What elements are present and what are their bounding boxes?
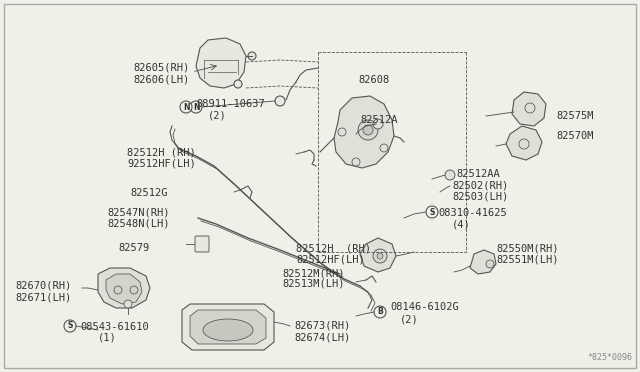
Circle shape [248, 52, 256, 60]
Circle shape [124, 300, 132, 308]
Polygon shape [334, 96, 394, 168]
Text: 82503(LH): 82503(LH) [452, 191, 508, 201]
Text: 82575M: 82575M [556, 111, 593, 121]
Text: 82579: 82579 [119, 243, 150, 253]
Circle shape [445, 170, 455, 180]
Text: 82673(RH): 82673(RH) [294, 321, 350, 331]
Ellipse shape [203, 319, 253, 341]
Text: 82502(RH): 82502(RH) [452, 180, 508, 190]
FancyBboxPatch shape [195, 236, 209, 252]
Text: 82513M(LH): 82513M(LH) [282, 279, 344, 289]
Circle shape [426, 206, 438, 218]
Text: 82670(RH): 82670(RH) [16, 281, 72, 291]
Text: 82512H  (RH): 82512H (RH) [296, 243, 371, 253]
Text: B: B [377, 308, 383, 317]
Text: 08310-41625: 08310-41625 [438, 208, 507, 218]
Polygon shape [470, 250, 496, 274]
Circle shape [486, 260, 494, 268]
Text: 82551M(LH): 82551M(LH) [496, 255, 559, 265]
Text: 82512H (RH): 82512H (RH) [127, 147, 196, 157]
Text: 82512G: 82512G [131, 188, 168, 198]
Text: 82608: 82608 [358, 75, 389, 85]
Text: 92512HF(LH): 92512HF(LH) [127, 158, 196, 168]
Circle shape [64, 320, 76, 332]
Text: (2): (2) [400, 314, 419, 324]
Polygon shape [190, 310, 266, 344]
Text: N: N [183, 103, 189, 112]
Text: 82606(LH): 82606(LH) [134, 74, 190, 84]
Text: 82548N(LH): 82548N(LH) [108, 218, 170, 228]
Text: 82547N(RH): 82547N(RH) [108, 207, 170, 217]
Circle shape [374, 306, 386, 318]
Text: (4): (4) [452, 219, 471, 229]
Circle shape [363, 125, 373, 135]
Polygon shape [506, 126, 542, 160]
Circle shape [373, 249, 387, 263]
Polygon shape [360, 238, 396, 272]
Text: 82512A: 82512A [360, 115, 397, 125]
Circle shape [352, 158, 360, 166]
Circle shape [377, 253, 383, 259]
Text: 08146-6102G: 08146-6102G [390, 302, 459, 312]
Circle shape [358, 120, 378, 140]
Circle shape [275, 96, 285, 106]
Text: 08911-10637: 08911-10637 [196, 99, 265, 109]
Text: 82550M(RH): 82550M(RH) [496, 243, 559, 253]
Polygon shape [512, 92, 546, 126]
Text: 82570M: 82570M [556, 131, 593, 141]
Circle shape [180, 101, 192, 113]
Circle shape [190, 101, 202, 113]
Polygon shape [98, 268, 150, 308]
Text: (1): (1) [98, 333, 116, 343]
Text: S: S [67, 321, 73, 330]
Circle shape [373, 119, 383, 129]
Polygon shape [196, 38, 246, 88]
Text: *825*0096: *825*0096 [587, 353, 632, 362]
Text: 82512HF(LH): 82512HF(LH) [296, 255, 365, 265]
Text: 82674(LH): 82674(LH) [294, 332, 350, 342]
Circle shape [380, 144, 388, 152]
Text: 08543-61610: 08543-61610 [80, 322, 148, 332]
Text: 82512M(RH): 82512M(RH) [282, 268, 344, 278]
Text: 82671(LH): 82671(LH) [16, 292, 72, 302]
Circle shape [338, 128, 346, 136]
Text: S: S [429, 208, 435, 217]
Circle shape [234, 80, 242, 88]
Text: N: N [193, 103, 199, 112]
Text: 82605(RH): 82605(RH) [134, 62, 190, 72]
Text: 82512AA: 82512AA [456, 169, 500, 179]
Polygon shape [182, 304, 274, 350]
Polygon shape [106, 274, 142, 304]
Text: (2): (2) [208, 110, 227, 120]
